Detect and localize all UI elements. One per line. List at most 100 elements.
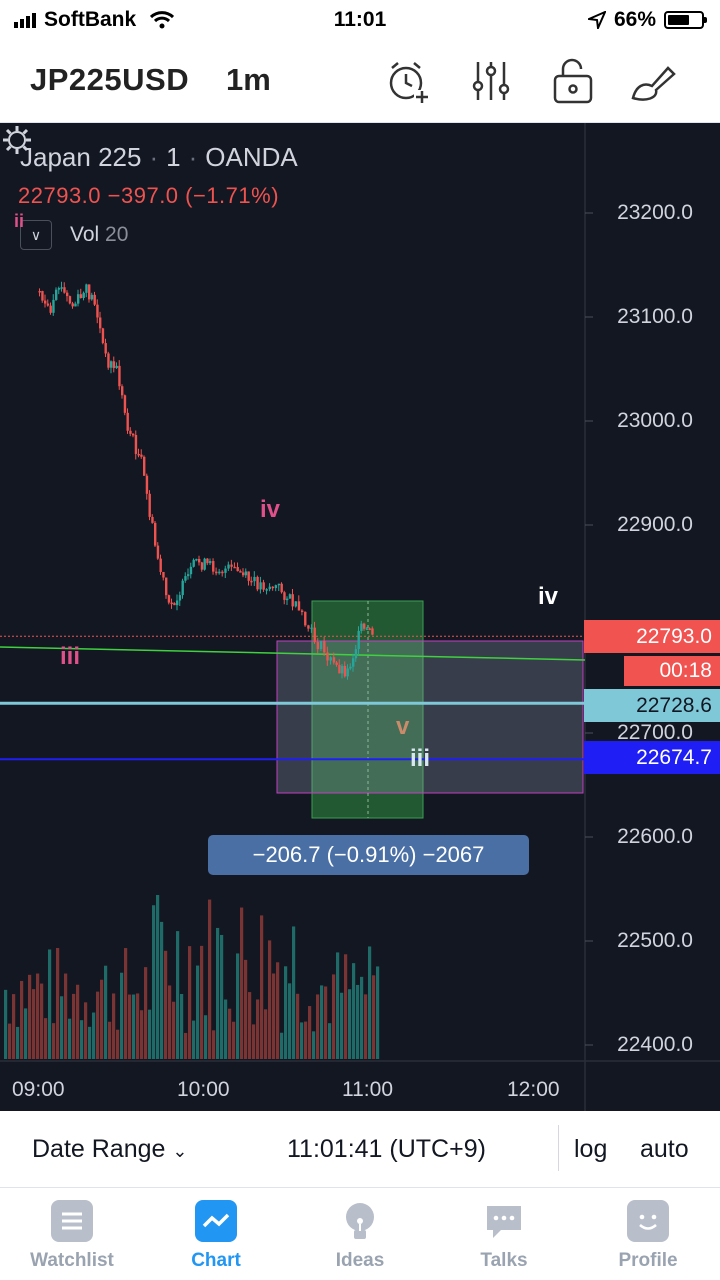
tab-bar: Watchlist Chart Ideas Talks Profile [0, 1188, 720, 1280]
tab-watchlist[interactable]: Watchlist [0, 1200, 144, 1272]
candle-body [294, 601, 298, 607]
volume-bar [140, 1010, 144, 1059]
candle-body [74, 303, 77, 307]
candle-body [247, 571, 250, 581]
candle-body [57, 288, 61, 290]
volume-bar [236, 953, 240, 1059]
wave-label[interactable]: iv [260, 496, 281, 523]
timezone-clock[interactable]: 11:01:41 (UTC+9) [287, 1135, 486, 1163]
status-time: 11:01 [333, 8, 387, 31]
candle-body [319, 641, 323, 650]
carrier-name: SoftBank [44, 8, 137, 31]
candle-body [332, 657, 336, 663]
wave-label[interactable]: iii [410, 745, 431, 772]
volume-bar [260, 915, 264, 1059]
volume-bar [164, 950, 168, 1059]
candle-body [221, 571, 224, 574]
candle-body [286, 598, 289, 601]
volume-bar [356, 984, 360, 1059]
chart-canvas[interactable] [0, 123, 720, 1111]
lock-icon[interactable] [548, 56, 598, 106]
volume-bar [232, 1021, 236, 1059]
volume-bar [208, 899, 212, 1059]
candle-body [46, 303, 50, 306]
price-tick-label: 23200.0 [617, 201, 693, 224]
countdown-label: 00:18 [624, 656, 720, 686]
horizontal-line-label[interactable]: 22728.6 [584, 689, 720, 722]
candle-body [96, 304, 99, 318]
wave-label[interactable]: iii [60, 643, 81, 670]
candle-body [192, 559, 195, 567]
candle-body [256, 576, 259, 590]
wave-label[interactable]: ii [14, 211, 25, 231]
chart-icon [195, 1200, 237, 1242]
candle-body [209, 561, 212, 564]
volume-bar [308, 1006, 312, 1059]
divider [558, 1125, 559, 1171]
tab-chart[interactable]: Chart [144, 1200, 288, 1272]
candle-body [140, 454, 143, 457]
candle-body [85, 284, 88, 293]
candle-body [79, 294, 83, 298]
candle-body [341, 665, 344, 674]
candle-body [349, 666, 352, 669]
volume-label: Vol [70, 223, 100, 246]
candle-body [41, 291, 44, 301]
candle-body [110, 361, 113, 368]
profile-icon [627, 1200, 669, 1242]
candle-body [49, 305, 52, 313]
candle-body [326, 652, 329, 661]
auto-scale-toggle[interactable]: auto [640, 1135, 689, 1163]
candle-body [368, 628, 371, 630]
candle-body [63, 287, 66, 293]
date-range-button[interactable]: Date Range ⌄ [32, 1135, 187, 1164]
gear-icon[interactable] [0, 123, 34, 157]
log-scale-toggle[interactable]: log [574, 1135, 608, 1163]
candle-body [71, 303, 74, 307]
volume-bar [312, 1031, 316, 1059]
wave-label[interactable]: v [396, 713, 410, 740]
chart-area[interactable]: Japan 225 · 1 · OANDA 22793.0 −397.0 (−1.71%… [0, 123, 720, 1111]
volume-legend[interactable]: Vol 20 [70, 223, 128, 247]
volume-bar [372, 975, 376, 1059]
price-tick-label: 22400.0 [617, 1033, 693, 1056]
wave-label[interactable]: iv [538, 583, 559, 610]
measure-tooltip: −206.7 (−0.91%) −2067 [208, 835, 529, 875]
candle-body [156, 545, 160, 559]
drawing-brush-icon[interactable] [628, 56, 678, 106]
candle-body [297, 601, 301, 611]
indicators-icon[interactable] [466, 56, 516, 106]
volume-bar [64, 973, 68, 1059]
tab-profile[interactable]: Profile [576, 1200, 720, 1272]
candle-body [52, 299, 55, 313]
price-tick-label: 22500.0 [617, 929, 693, 952]
volume-bar [20, 980, 24, 1059]
interval-button[interactable]: 1m [226, 62, 271, 97]
volume-bar [264, 1009, 268, 1059]
price-range-box [276, 640, 584, 794]
volume-bar [196, 965, 200, 1059]
candle-body [200, 562, 204, 570]
collapse-legend-button[interactable]: ∨ [20, 220, 52, 250]
volume-bar [204, 1015, 208, 1059]
volume-bar [84, 1002, 88, 1059]
wifi-icon [150, 11, 175, 29]
location-icon [587, 11, 606, 29]
symbol-button[interactable]: JP225USD [30, 62, 190, 97]
candle-body [195, 558, 198, 561]
candle-body [176, 600, 179, 606]
candle-body [239, 571, 242, 573]
volume-bar [212, 1030, 216, 1059]
signal-icon [14, 12, 36, 28]
horizontal-line-label[interactable]: 22674.7 [584, 741, 720, 774]
volume-bar [136, 993, 140, 1059]
alarm-add-icon[interactable] [384, 56, 434, 106]
chart-bottom-bar: Date Range ⌄ 11:01:41 (UTC+9) log auto [0, 1111, 720, 1188]
candle-body [104, 343, 107, 354]
tab-talks[interactable]: Talks [432, 1200, 576, 1272]
candle-body [198, 558, 201, 563]
chart-toolbar: JP225USD 1m [0, 40, 720, 123]
price-tick-label: 23100.0 [617, 305, 693, 328]
ideas-bulb-icon [339, 1200, 381, 1242]
tab-ideas[interactable]: Ideas [288, 1200, 432, 1272]
